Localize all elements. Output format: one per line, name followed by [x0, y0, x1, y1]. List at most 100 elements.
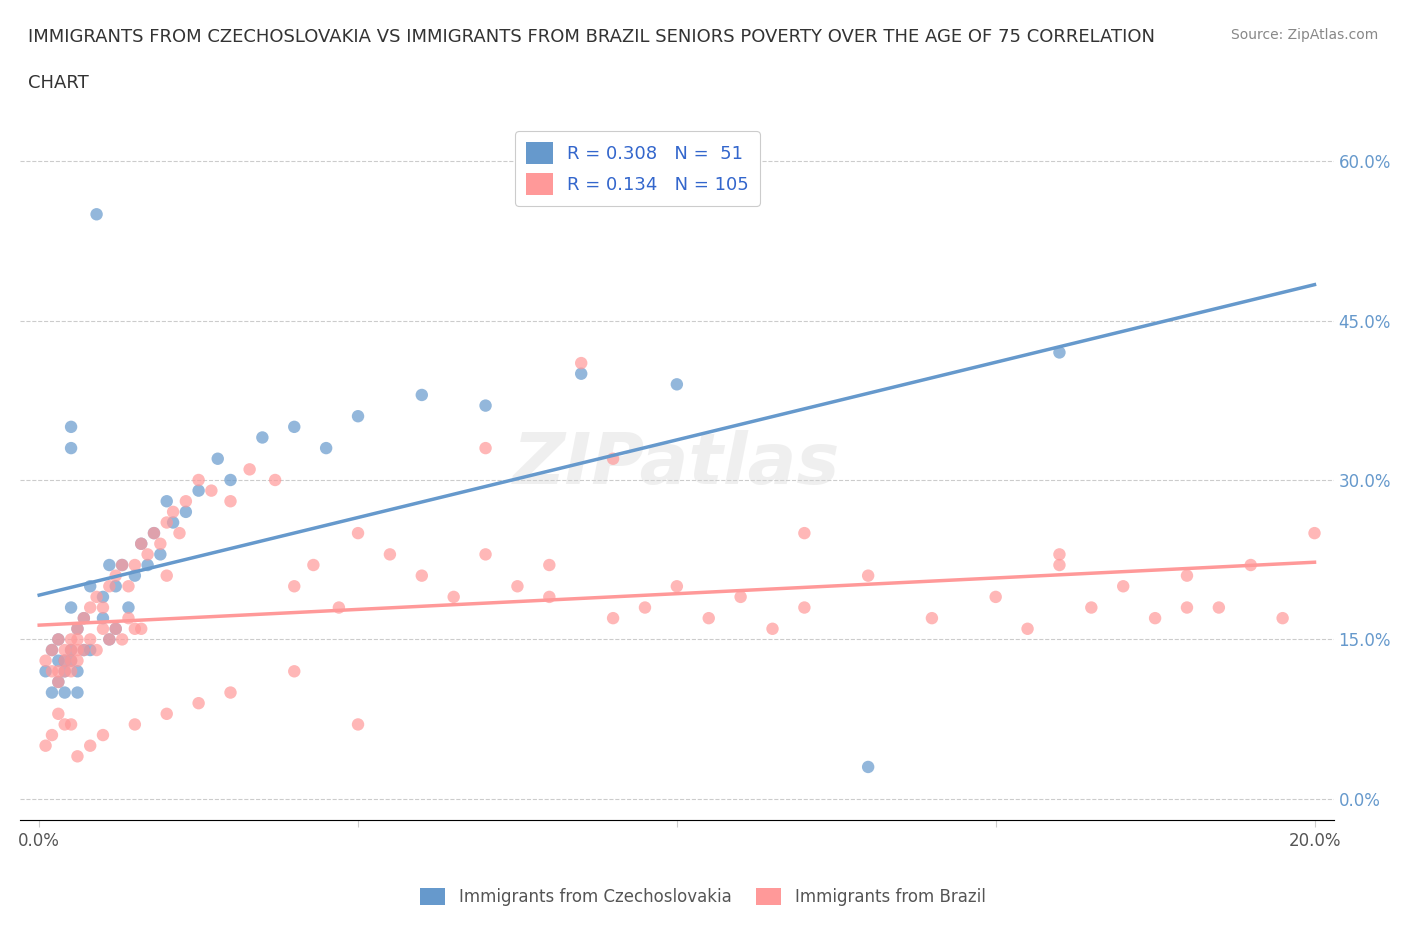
Point — [169, 525, 191, 540]
Point — [41, 643, 63, 658]
Point — [46, 707, 69, 722]
Point — [665, 377, 688, 392]
Point — [124, 568, 146, 583]
Point — [378, 547, 401, 562]
Point — [143, 525, 166, 540]
Point — [207, 451, 229, 466]
Point — [66, 621, 89, 636]
Point — [856, 568, 879, 583]
Point — [60, 653, 83, 668]
Point — [793, 525, 815, 540]
Point — [328, 600, 350, 615]
Point — [53, 664, 76, 679]
Point — [111, 558, 134, 573]
Point — [474, 398, 496, 413]
Point — [60, 664, 83, 679]
Point — [46, 674, 69, 689]
Point — [665, 578, 688, 593]
Point — [239, 462, 262, 477]
Point — [53, 664, 76, 679]
Point — [156, 494, 179, 509]
Text: IMMIGRANTS FROM CZECHOSLOVAKIA VS IMMIGRANTS FROM BRAZIL SENIORS POVERTY OVER TH: IMMIGRANTS FROM CZECHOSLOVAKIA VS IMMIGR… — [28, 28, 1156, 46]
Point — [98, 632, 121, 647]
Point — [1336, 558, 1358, 573]
Point — [104, 621, 127, 636]
Text: CHART: CHART — [28, 74, 89, 92]
Point — [41, 685, 63, 700]
Point — [569, 366, 592, 381]
Point — [136, 547, 159, 562]
Point — [602, 451, 624, 466]
Point — [1049, 558, 1071, 573]
Point — [156, 568, 179, 583]
Point — [1049, 547, 1071, 562]
Point — [474, 547, 496, 562]
Point — [66, 749, 89, 764]
Point — [117, 600, 139, 615]
Point — [538, 590, 561, 604]
Point — [124, 717, 146, 732]
Point — [60, 643, 83, 658]
Point — [187, 696, 209, 711]
Point — [219, 685, 242, 700]
Point — [187, 472, 209, 487]
Point — [60, 717, 83, 732]
Legend: Immigrants from Czechoslovakia, Immigrants from Brazil: Immigrants from Czechoslovakia, Immigran… — [413, 881, 993, 912]
Point — [86, 643, 108, 658]
Point — [98, 578, 121, 593]
Point — [66, 664, 89, 679]
Point — [187, 484, 209, 498]
Point — [60, 600, 83, 615]
Point — [53, 717, 76, 732]
Point — [1240, 558, 1263, 573]
Point — [91, 727, 114, 742]
Point — [46, 632, 69, 647]
Point — [347, 409, 370, 424]
Point — [66, 621, 89, 636]
Point — [66, 643, 89, 658]
Point — [41, 727, 63, 742]
Point — [1144, 611, 1167, 626]
Point — [73, 643, 96, 658]
Point — [111, 558, 134, 573]
Point — [143, 525, 166, 540]
Point — [1208, 600, 1230, 615]
Point — [174, 504, 197, 519]
Legend: R = 0.308   N =  51, R = 0.134   N = 105: R = 0.308 N = 51, R = 0.134 N = 105 — [515, 131, 759, 206]
Point — [761, 621, 783, 636]
Point — [53, 685, 76, 700]
Point — [1017, 621, 1039, 636]
Point — [411, 568, 433, 583]
Point — [264, 472, 287, 487]
Point — [347, 717, 370, 732]
Point — [347, 525, 370, 540]
Point — [1049, 345, 1071, 360]
Point — [86, 206, 108, 221]
Point — [252, 430, 274, 445]
Point — [283, 419, 305, 434]
Point — [79, 578, 101, 593]
Point — [79, 738, 101, 753]
Point — [91, 600, 114, 615]
Point — [174, 494, 197, 509]
Point — [1175, 600, 1198, 615]
Point — [124, 558, 146, 573]
Point — [53, 653, 76, 668]
Point — [117, 611, 139, 626]
Point — [34, 664, 56, 679]
Point — [104, 578, 127, 593]
Point — [117, 578, 139, 593]
Point — [60, 632, 83, 647]
Point — [856, 760, 879, 775]
Point — [124, 621, 146, 636]
Point — [443, 590, 465, 604]
Point — [634, 600, 657, 615]
Point — [302, 558, 325, 573]
Point — [66, 685, 89, 700]
Point — [474, 441, 496, 456]
Point — [46, 632, 69, 647]
Point — [60, 441, 83, 456]
Point — [98, 632, 121, 647]
Point — [104, 621, 127, 636]
Point — [111, 632, 134, 647]
